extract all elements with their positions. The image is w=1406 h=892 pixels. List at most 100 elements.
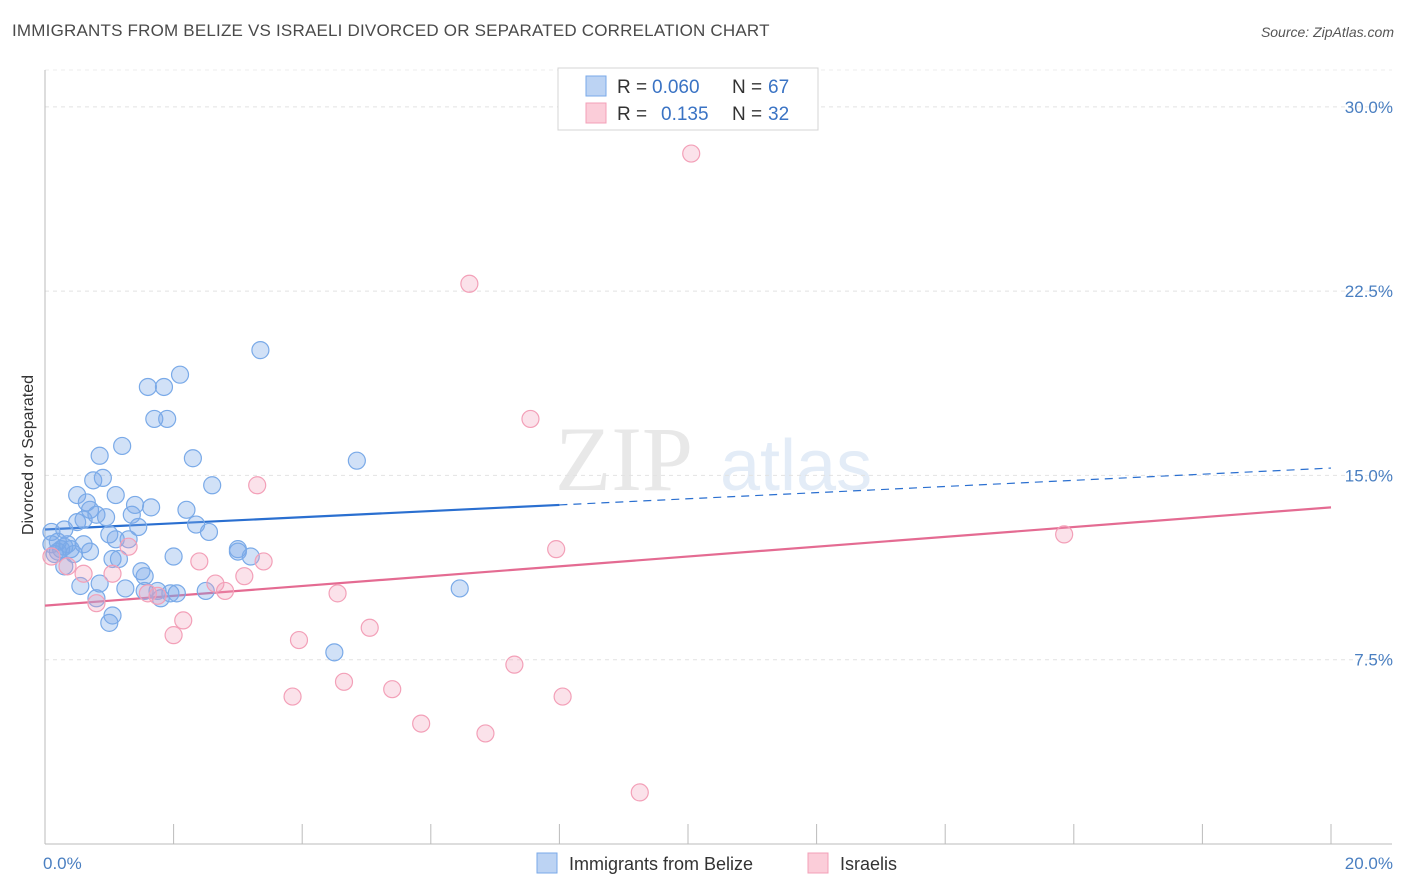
point-belize [132,562,151,581]
point-israelis [164,626,183,645]
point-belize [96,508,116,527]
point-belize [325,643,344,662]
point-belize [116,579,135,598]
bottom-legend-belize: Immigrants from Belize [569,854,753,874]
point-israelis [383,680,402,699]
point-israelis [334,672,354,691]
y-tick-label: 22.5% [1345,282,1393,301]
point-israelis [119,537,138,556]
watermark-atlas: atlas [720,426,872,506]
point-israelis [328,584,347,603]
point-belize [145,409,164,429]
legend-r-label-1: R = [617,77,647,98]
point-israelis [630,783,649,802]
point-israelis [248,476,267,495]
point-israelis [42,547,61,566]
legend-r-value-1: 0.060 [652,77,700,98]
point-belize [113,436,132,456]
point-israelis [190,552,209,571]
y-axis-label: Divorced or Separated [20,375,37,535]
point-israelis [505,655,524,674]
y-tick-label: 30.0% [1345,98,1393,117]
point-belize [183,449,202,468]
trend-line-belize [44,503,560,531]
point-israelis [206,574,225,593]
point-belize [199,522,219,542]
point-belize [90,574,109,593]
point-belize [93,468,112,487]
point-israelis [74,564,93,583]
point-belize [164,547,183,566]
point-belize [68,485,87,505]
legend-swatch-israelis [585,102,607,124]
point-israelis [476,724,495,743]
bottom-legend-swatch-belize [536,852,558,874]
point-israelis [521,409,540,429]
legend-r-value-2: 0.135 [661,104,709,125]
legend-n-value-2: 32 [768,104,789,125]
point-belize [103,549,122,569]
point-belize [251,341,270,360]
point-belize [138,377,157,397]
point-belize [129,517,148,537]
legend-n-value-1: 67 [768,77,789,98]
x-tick-label-max: 20.0% [1345,854,1393,873]
point-belize [119,530,138,549]
legend-swatch-belize [585,75,607,97]
point-belize [80,542,100,561]
point-belize [58,535,77,554]
point-israelis [289,630,309,650]
point-israelis [283,687,302,706]
bottom-legend-israelis: Israelis [840,854,897,874]
point-israelis [254,552,273,571]
point-belize [170,365,190,384]
point-israelis [87,594,106,613]
point-belize [74,535,93,554]
chart-source: Source: ZipAtlas.com [1260,24,1394,40]
legend-r-label-2: R = [617,104,647,125]
point-belize [154,377,174,397]
point-israelis [360,618,379,637]
series-legend: Immigrants from Belize Israelis [536,852,897,874]
point-israelis [547,540,566,559]
point-belize [90,446,109,465]
point-belize [141,498,161,517]
legend-n-label-1: N = [732,77,762,98]
point-belize [158,409,177,429]
bottom-legend-swatch-israelis [807,852,829,874]
x-tick-labels: 0.0% 20.0% [43,854,1393,873]
point-belize [125,495,145,515]
point-belize [167,584,186,603]
point-israelis [1055,525,1074,544]
point-belize [347,451,366,470]
trend-line-israelis [44,506,1332,607]
point-belize [87,589,106,608]
x-tick-label-min: 0.0% [43,854,82,873]
chart-title: IMMIGRANTS FROM BELIZE VS ISRAELI DIVORC… [12,21,770,40]
y-tick-label: 15.0% [1345,466,1393,485]
point-belize [103,606,122,625]
point-israelis [553,687,572,706]
data-points [42,144,1074,802]
point-belize [196,581,215,601]
legend-n-label-2: N = [732,104,762,125]
point-israelis [174,611,193,630]
point-israelis [235,567,254,586]
watermark-zip: ZIP [555,408,693,510]
point-israelis [460,274,479,293]
trend-lines [44,467,1332,607]
point-israelis [215,581,235,601]
axes [44,70,1392,845]
point-israelis [148,586,167,605]
point-belize [106,485,125,505]
point-israelis [682,144,701,163]
trend-line-belize-extrapolated [559,467,1332,506]
point-israelis [58,557,77,576]
point-israelis [103,564,122,583]
point-belize [135,567,154,586]
point-belize [203,476,222,495]
y-tick-labels: 7.5% 15.0% 22.5% 30.0% [1345,98,1393,670]
point-belize [177,500,196,519]
y-tick-label: 7.5% [1354,651,1393,670]
